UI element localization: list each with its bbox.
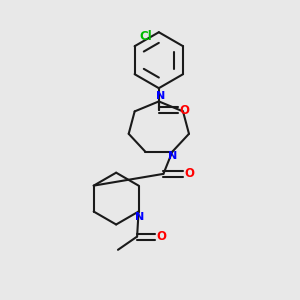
Text: O: O [184,167,194,180]
Text: Cl: Cl [139,30,152,43]
Text: N: N [168,151,177,161]
Text: O: O [157,230,167,243]
Text: O: O [179,104,190,117]
Text: N: N [156,91,165,101]
Text: N: N [135,212,145,222]
